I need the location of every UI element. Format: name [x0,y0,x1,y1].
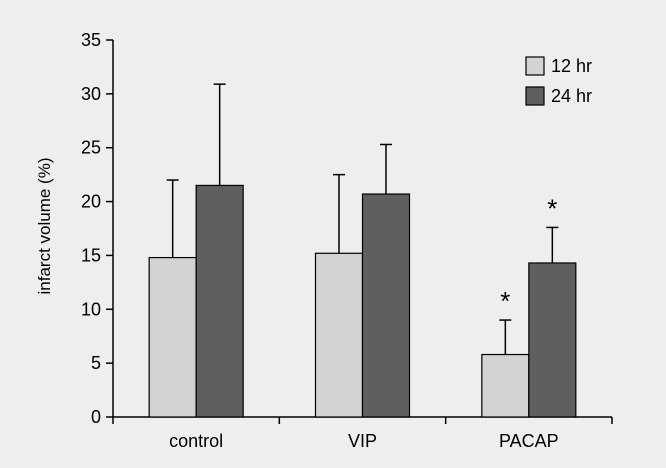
y-tick-label: 10 [81,299,101,319]
significance-marker: * [547,193,557,223]
y-tick-label: 30 [81,84,101,104]
legend-label: 12 hr [551,56,592,76]
bar-24hr-vip [361,193,411,418]
bar-12hr-pacap [481,353,530,418]
bar-24hr-pacap [528,262,577,418]
x-category-label: VIP [348,431,377,451]
legend-swatch [525,56,545,76]
y-tick-label: 15 [81,245,101,265]
significance-marker: * [500,286,510,316]
legend: 12 hr 24 hr [525,56,592,106]
y-axis-title: infarct volume (%) [35,158,54,295]
y-tick-label: 0 [91,407,101,427]
y-tick-label: 5 [91,353,101,373]
legend-swatch [525,86,545,106]
y-tick-label: 35 [81,30,101,50]
bar-12hr-vip [314,252,364,418]
x-category-label: control [169,431,223,451]
plot-area: 0 5 10 15 20 25 30 35 control VIP PACAP * * [81,30,613,451]
y-tick-label: 20 [81,192,101,212]
x-category-label: PACAP [499,431,559,451]
bar-24hr-control [195,184,244,418]
y-tick-label: 25 [81,138,101,158]
legend-label: 24 hr [551,86,592,106]
bar-12hr-control [148,256,197,418]
